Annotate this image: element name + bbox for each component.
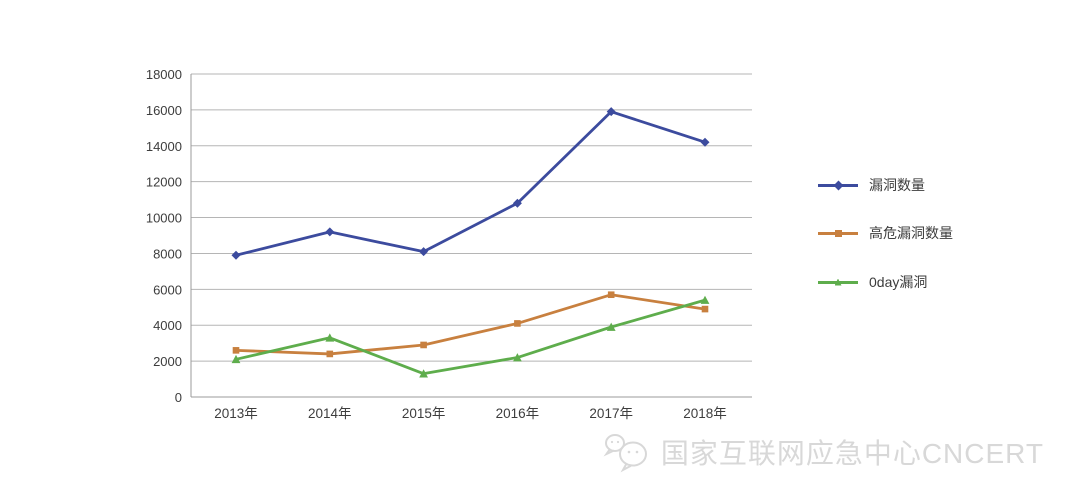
data-point-marker: [231, 354, 241, 364]
x-tick-label: 2013年: [214, 406, 258, 421]
watermark: 国家互联网应急中心CNCERT: [603, 431, 1044, 473]
data-point-marker: [325, 227, 335, 237]
data-point-marker: [232, 347, 240, 354]
data-point-marker: [700, 295, 710, 304]
x-tick-label: 2015年: [402, 406, 446, 421]
legend-line-swatch: [818, 180, 858, 190]
watermark-text: 国家互联网应急中心CNCERT: [660, 438, 1044, 469]
legend-label: 高危漏洞数量: [869, 225, 953, 241]
series-line-0: [234, 110, 707, 257]
data-point-marker: [513, 353, 522, 362]
y-tick-label: 12000: [146, 175, 182, 190]
y-tick-label: 6000: [153, 282, 182, 297]
data-point-marker: [326, 350, 334, 358]
legend-item-high-risk-count: 高危漏洞数量: [818, 223, 953, 243]
legend-label: 漏洞数量: [869, 177, 925, 193]
legend-square-marker-icon: [834, 229, 842, 237]
legend-label: 0day漏洞: [869, 274, 928, 290]
x-tick-label: 2017年: [589, 406, 633, 421]
legend-line-swatch: [818, 278, 858, 286]
series-line-1: [234, 293, 707, 356]
data-point-marker: [325, 333, 335, 342]
y-tick-label: 18000: [146, 67, 182, 82]
y-tick-label: 0: [175, 390, 182, 405]
data-point-marker: [419, 247, 429, 257]
data-point-marker: [701, 305, 709, 313]
wechat-icon: [603, 434, 647, 473]
series-line-2: [234, 298, 707, 376]
y-tick-label: 2000: [153, 354, 182, 369]
y-tick-label: 16000: [146, 103, 182, 118]
legend-item-0day-count: 0day漏洞: [818, 272, 927, 292]
data-point-marker: [512, 198, 522, 208]
y-tick-label: 8000: [153, 246, 182, 261]
legend-triangle-marker-icon: [834, 278, 842, 286]
legend-item-vulnerability-count: 漏洞数量: [818, 175, 925, 195]
x-tick-label: 2016年: [496, 406, 540, 421]
x-tick-label: 2014年: [308, 406, 352, 421]
legend-line-swatch: [818, 229, 858, 237]
data-point-marker: [514, 320, 521, 327]
data-point-marker: [606, 322, 616, 331]
legend-diamond-marker-icon: [833, 180, 843, 190]
data-point-marker: [606, 107, 616, 117]
y-tick-label: 14000: [146, 139, 182, 154]
data-point-marker: [420, 341, 427, 349]
data-point-marker: [700, 137, 710, 147]
data-point-marker: [419, 369, 428, 378]
y-tick-label: 10000: [146, 211, 182, 226]
data-point-marker: [231, 250, 241, 260]
x-tick-label: 2018年: [683, 406, 727, 421]
data-point-marker: [607, 291, 615, 299]
y-tick-label: 4000: [153, 318, 182, 333]
